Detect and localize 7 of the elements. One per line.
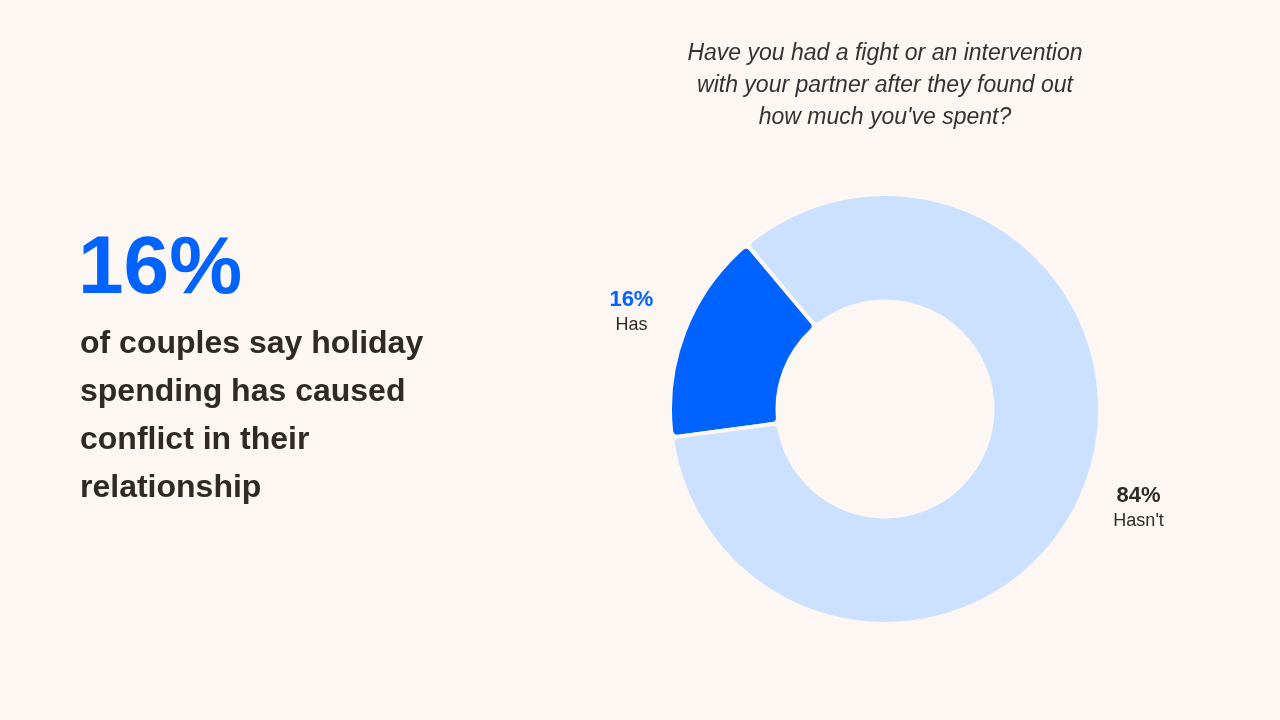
text: 16% bbox=[78, 218, 243, 312]
chart-title: Have you had a fight or an intervention with your partner after they found out how much you've spent? bbox=[687, 39, 1083, 129]
text: of couples say holiday spending has caused conflict in their relationship bbox=[80, 323, 425, 506]
slice-label: Hasn't bbox=[1113, 510, 1164, 531]
data-label: 84% bbox=[1116, 482, 1161, 508]
data-label: 16% bbox=[609, 285, 654, 311]
slice-label: Has bbox=[615, 313, 648, 334]
